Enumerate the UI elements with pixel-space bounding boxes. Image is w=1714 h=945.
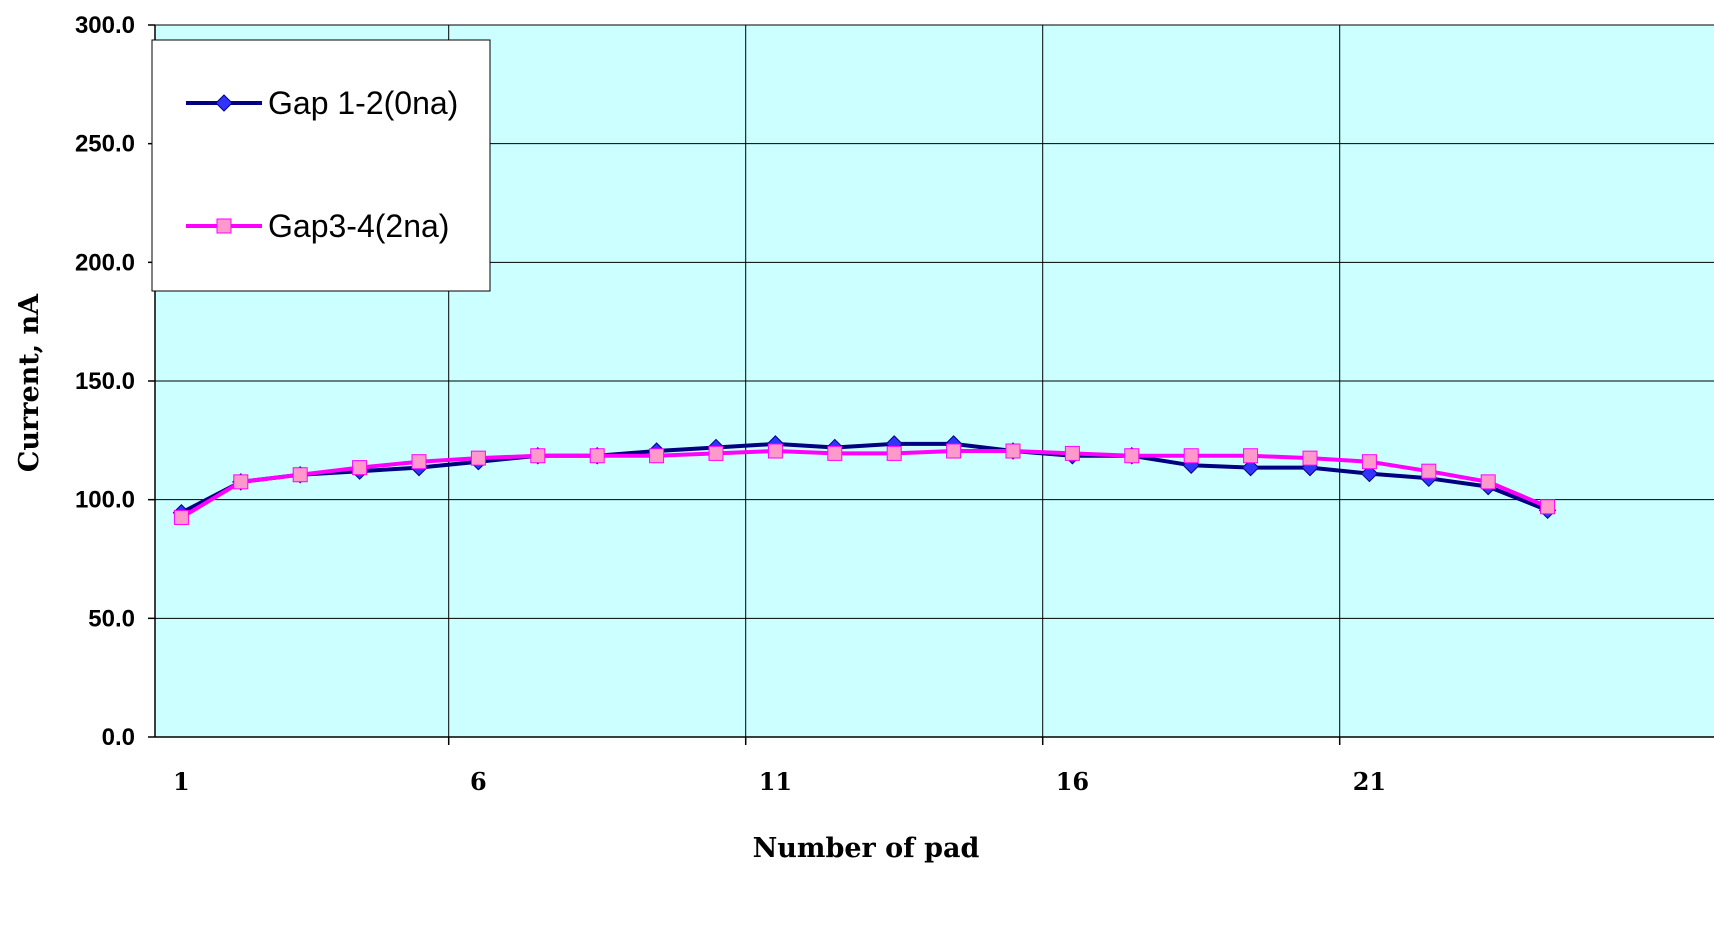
data-point-square <box>352 460 368 476</box>
data-point-square <box>589 448 605 464</box>
y-tick-labels: 0.0 50.0 100.0 150.0 200.0 250.0 300.0 <box>75 12 135 751</box>
data-point-square <box>470 450 486 466</box>
data-point-square <box>827 445 843 461</box>
data-point-square <box>1124 448 1140 464</box>
data-point-square <box>173 509 189 525</box>
y-axis-title: Current, nA <box>14 293 45 472</box>
y-tick-label: 0.0 <box>102 724 135 751</box>
data-point-square <box>1243 448 1259 464</box>
x-tick-label: 1 <box>173 767 190 796</box>
data-point-square <box>292 467 308 483</box>
legend-marker-square <box>216 218 232 234</box>
data-point-square <box>1361 454 1377 470</box>
y-tick-label: 50.0 <box>88 605 135 632</box>
legend-label-gap34: Gap3-4(2na) <box>268 208 449 244</box>
data-point-diamond <box>1360 464 1379 483</box>
y-tick-label: 300.0 <box>75 12 135 39</box>
y-tick-label: 100.0 <box>75 487 135 514</box>
x-axis-title: Number of pad <box>753 833 980 864</box>
data-point-square <box>530 448 546 464</box>
x-tick-label: 21 <box>1353 767 1386 796</box>
data-point-square <box>1480 474 1496 490</box>
data-point-square <box>649 448 665 464</box>
series-1 <box>173 443 1556 525</box>
series-line <box>180 449 1549 520</box>
data-point-square <box>1064 445 1080 461</box>
data-point-square <box>708 445 724 461</box>
data-point-square <box>1183 448 1199 464</box>
data-point-square <box>233 474 249 490</box>
x-tick-label: 6 <box>470 767 487 796</box>
data-point-square <box>1421 463 1437 479</box>
data-point-square <box>886 445 902 461</box>
legend-label-gap12: Gap 1-2(0na) <box>268 85 458 121</box>
x-tick-label: 11 <box>759 767 792 796</box>
legend: Gap 1-2(0na) Gap3-4(2na) <box>151 39 491 292</box>
series-line <box>180 441 1549 515</box>
y-tick-label: 200.0 <box>75 249 135 276</box>
data-point-square <box>1540 499 1556 515</box>
legend-marker-diamond <box>215 94 233 112</box>
data-series <box>172 435 1557 525</box>
data-point-square <box>946 443 962 459</box>
x-tick-labels: 1 6 11 16 21 <box>173 767 1386 796</box>
data-point-square <box>411 454 427 470</box>
data-point-square <box>1005 443 1021 459</box>
y-tick-label: 250.0 <box>75 131 135 158</box>
data-point-diamond <box>1241 458 1260 477</box>
legend-box <box>151 39 491 292</box>
x-tick-label: 16 <box>1056 767 1089 796</box>
data-point-square <box>767 443 783 459</box>
y-tick-label: 150.0 <box>75 368 135 395</box>
data-point-square <box>1302 450 1318 466</box>
